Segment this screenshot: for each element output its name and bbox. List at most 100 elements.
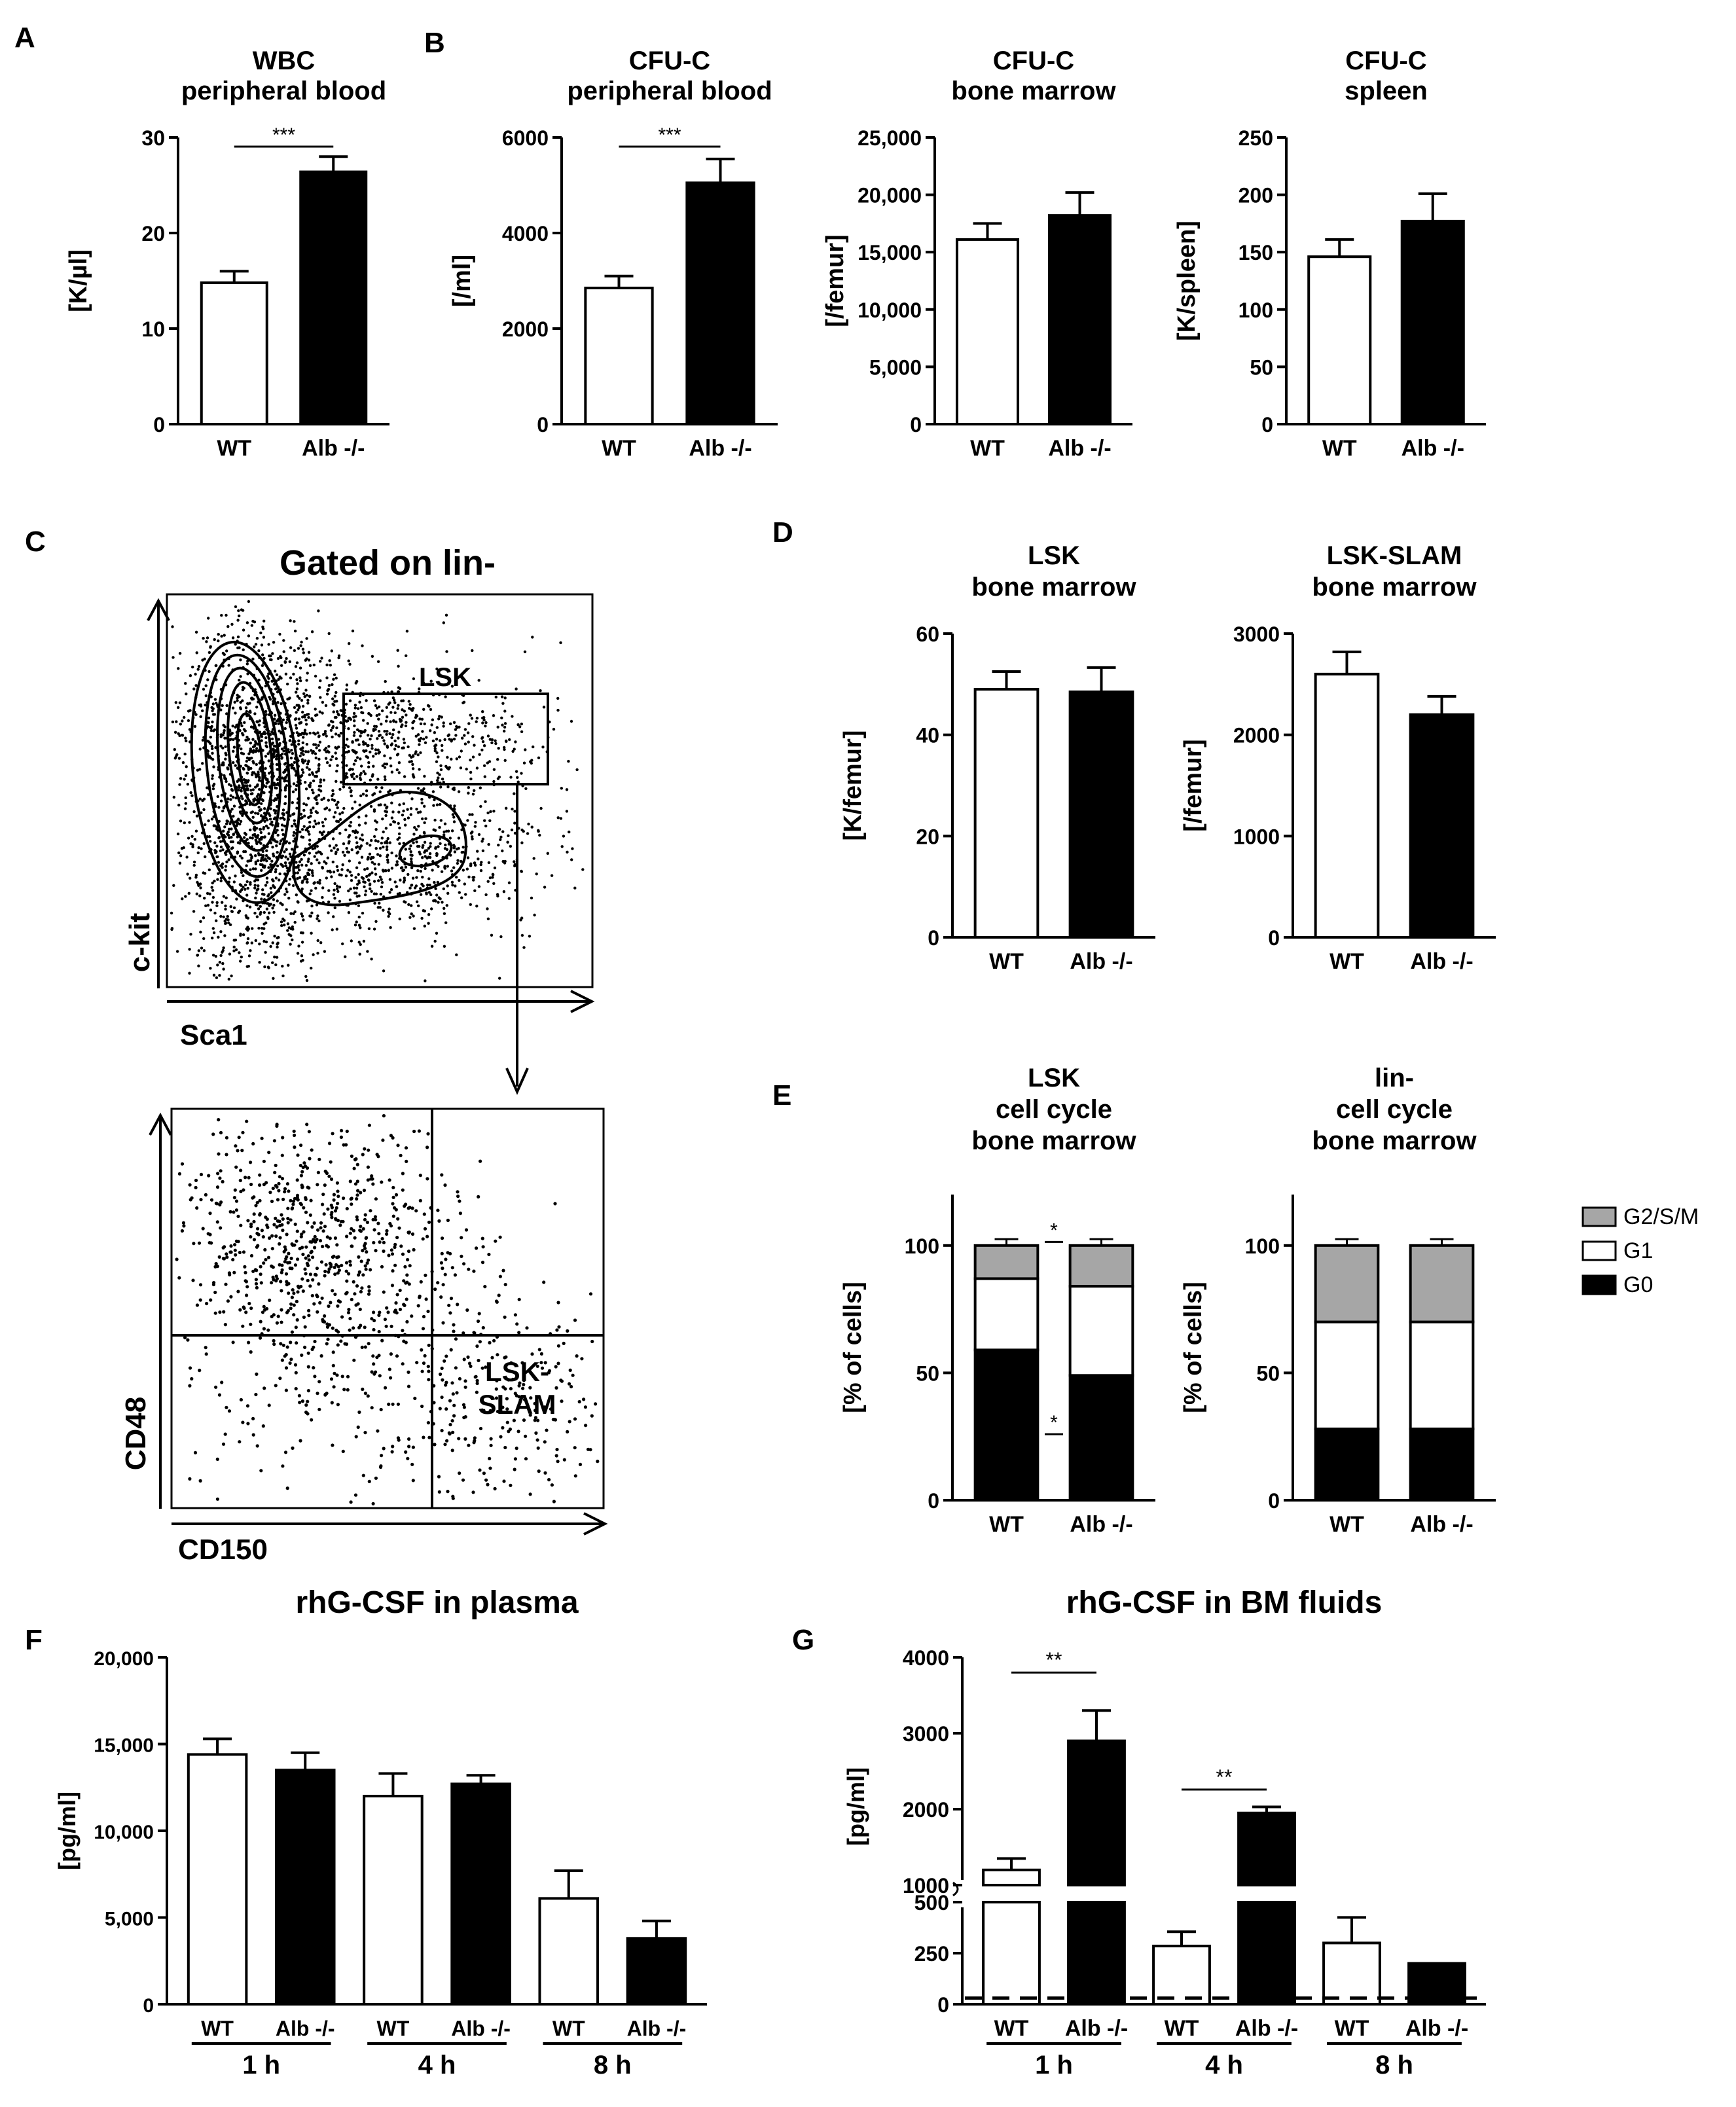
flow-top-dot — [240, 789, 243, 793]
flow-bottom-dot — [497, 1293, 501, 1297]
flow-top-dot — [508, 738, 511, 742]
flow-top-dot — [213, 698, 217, 701]
flow-bottom-dot — [259, 1281, 263, 1285]
flow-bottom-dot — [280, 1268, 284, 1272]
flow-top-dot — [402, 802, 405, 806]
flow-top-dot — [511, 807, 514, 811]
lsk-ytick-label-1: 20 — [916, 825, 939, 848]
flow-bottom-dot — [299, 1144, 303, 1147]
flow-top-dot — [247, 752, 251, 755]
flow-bottom-dot — [285, 1280, 289, 1284]
flow-top-dot — [220, 613, 223, 617]
flow-bottom-dot — [346, 1375, 350, 1378]
flow-top-dot — [395, 885, 398, 888]
flow-top-dot — [372, 892, 376, 895]
flow-top-dot — [377, 730, 381, 733]
flow-top-dot — [294, 770, 297, 773]
flow-bottom-dot — [522, 1382, 526, 1386]
flow-top-dot — [481, 710, 484, 713]
flow-bottom-dot — [404, 1450, 408, 1454]
flow-bottom-dot — [403, 1265, 407, 1269]
flow-bottom-dot — [199, 1198, 203, 1202]
flow-bottom-dot — [452, 1329, 456, 1333]
flow-bottom-dot — [547, 1369, 552, 1373]
flow-bottom-dot — [287, 1282, 291, 1286]
flow-top-dot — [293, 620, 296, 623]
flow-top-dot — [412, 776, 416, 779]
flow-bottom-dot — [247, 1341, 251, 1344]
flow-top-dot — [264, 884, 268, 887]
flow-top-dot — [430, 723, 433, 727]
flow-top-dot — [251, 927, 254, 930]
flow-top-dot — [526, 832, 530, 835]
flow-top-dot — [429, 842, 432, 845]
flow-bottom-dot — [380, 1236, 384, 1241]
flow-top-dot — [396, 707, 399, 710]
flow-bottom-dot — [192, 1242, 196, 1246]
flow-top-dot — [279, 839, 283, 842]
flow-bottom-dot — [554, 1386, 558, 1390]
flow-top-dot — [435, 931, 439, 935]
flow-top-dot — [514, 740, 517, 744]
lsk_cc-segment-G1-1 — [1068, 1285, 1134, 1377]
flow-top-dot — [556, 816, 560, 819]
flow-bottom-dot — [573, 1318, 577, 1322]
flow-top-dot — [272, 898, 276, 901]
flow-top-dot — [331, 683, 334, 687]
flow-top-dot — [338, 899, 342, 903]
flow-top-dot — [219, 876, 223, 880]
cfu_sp-ytick-label-1: 50 — [1250, 355, 1273, 379]
flow-top-dot — [483, 775, 486, 778]
flow-top-dot — [241, 797, 244, 801]
flow-bottom-dot — [193, 1450, 198, 1454]
flow-bottom-dot — [180, 1229, 184, 1233]
flow-bottom-dot — [279, 1342, 283, 1346]
flow-bottom-dot — [321, 1244, 325, 1248]
flow-top-dot — [301, 715, 304, 719]
flow-bottom-dot — [348, 1263, 352, 1267]
flow-top-dot — [302, 692, 306, 696]
flow-top-dot — [224, 757, 227, 761]
flow-bottom-dot — [482, 1409, 486, 1413]
flow-top-dot — [305, 637, 308, 640]
flow-bottom-dot — [217, 1393, 221, 1397]
flow-bottom-dot — [380, 1454, 384, 1458]
flow-top-dot — [184, 895, 187, 898]
flow-bottom-dot — [313, 1234, 317, 1238]
flow-top-dot — [353, 801, 357, 804]
flow-bottom-dot — [280, 1223, 284, 1227]
flow-top-dot — [281, 974, 285, 978]
flow-top-dot — [312, 953, 315, 956]
flow-bottom-dot — [300, 1399, 304, 1403]
flow-top-dot — [362, 749, 365, 753]
flow-bottom-dot — [408, 1264, 412, 1268]
flow-top-dot — [333, 897, 336, 900]
flow-top-dot — [348, 871, 352, 874]
flow-top-dot — [183, 807, 187, 810]
flow-top-dot — [223, 634, 226, 637]
flow-bottom-dot — [494, 1387, 498, 1391]
flow-bottom-dot — [556, 1361, 560, 1365]
flow-bottom-dot — [219, 1169, 223, 1173]
flow-bottom-dot — [575, 1354, 579, 1358]
flow-bottom-dot — [381, 1138, 385, 1142]
flow-top-dot — [559, 817, 563, 820]
flow-top-dot — [295, 727, 298, 730]
flow-bottom-dot — [331, 1326, 335, 1330]
flow-top-dot — [314, 756, 317, 760]
flow-bottom-dot — [302, 1230, 306, 1234]
flow-top-dot — [363, 730, 366, 734]
flow-top-dot — [222, 915, 225, 919]
flow-bottom-dot — [278, 1175, 281, 1179]
flow-bottom-dot — [450, 1449, 454, 1452]
flow-top-dot — [291, 884, 295, 888]
flow-top-dot — [513, 747, 516, 751]
flow-top-dot — [439, 802, 442, 806]
flow-top-dot — [378, 906, 382, 909]
flow-top-dot — [228, 822, 232, 825]
flow-top-dot — [424, 849, 427, 852]
flow-top-dot — [439, 842, 442, 846]
flow-top-dot — [268, 911, 271, 914]
flow-bottom-dot — [578, 1462, 583, 1466]
